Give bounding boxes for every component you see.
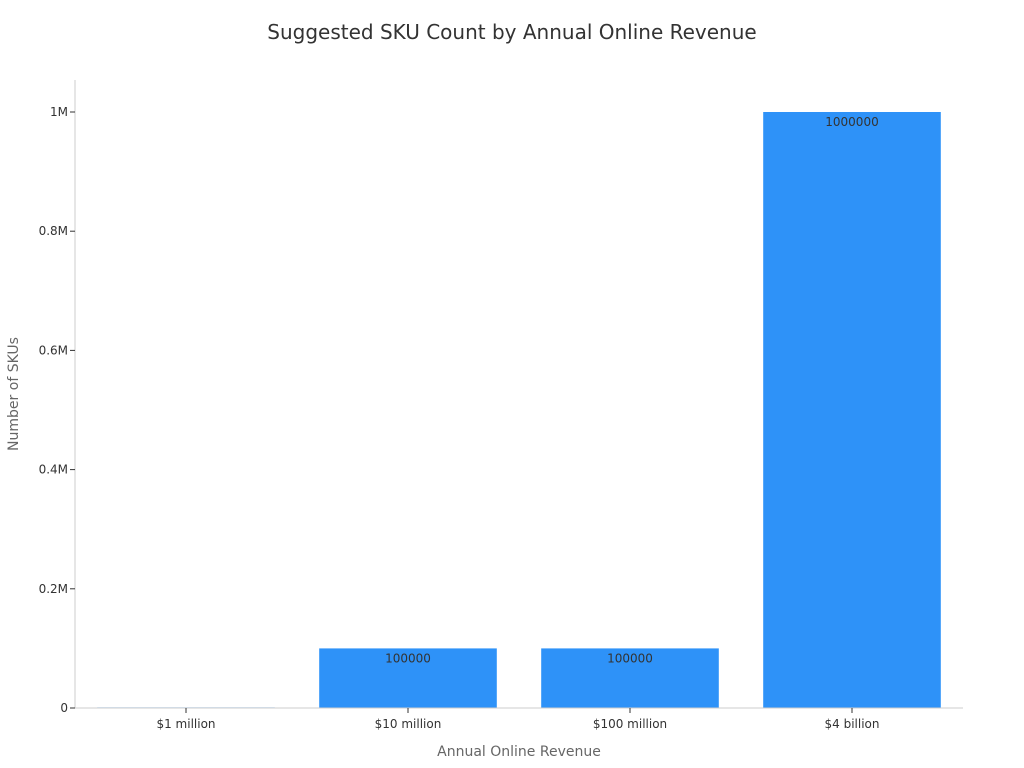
x-tick-label: $4 billion (825, 717, 880, 731)
bar-data-label: 100000 (385, 651, 431, 665)
x-tick-label: $100 million (593, 717, 667, 731)
y-tick-label: 1M (50, 105, 68, 119)
x-ticks-group: $1 million $10 million $100 million $4 bill… (156, 708, 879, 731)
y-tick-label: 0 (60, 701, 68, 715)
y-ticks-group: 0 0.2M 0.4M 0.6M 0.8M 1M (39, 105, 75, 715)
y-axis-label: Number of SKUs (6, 337, 22, 451)
bars-group (97, 112, 941, 709)
bar-data-label: 1000000 (825, 115, 878, 129)
y-tick-label: 0.6M (39, 343, 68, 357)
x-tick-label: $10 million (375, 717, 442, 731)
bar-data-label: 100000 (607, 651, 653, 665)
x-axis-label: Annual Online Revenue (437, 744, 601, 760)
y-tick-label: 0.2M (39, 582, 68, 596)
data-labels-group: 100000 100000 1000000 (385, 115, 879, 665)
bar[interactable] (763, 112, 941, 708)
x-tick-label: $1 million (156, 717, 215, 731)
bar[interactable] (541, 648, 719, 708)
y-tick-label: 0.4M (39, 463, 68, 477)
y-tick-label: 0.8M (39, 224, 68, 238)
chart-title: Suggested SKU Count by Annual Online Rev… (267, 20, 757, 44)
bar[interactable] (319, 648, 497, 708)
